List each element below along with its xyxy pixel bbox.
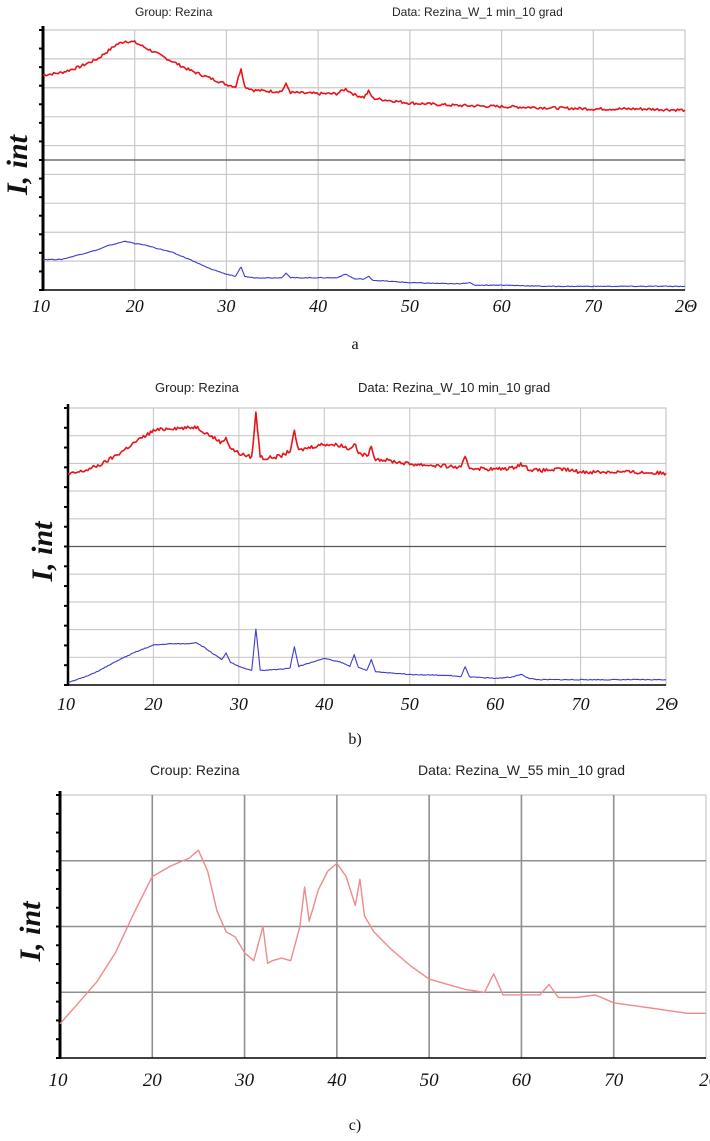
series-line xyxy=(42,240,686,288)
chart-header-data: Data: Rezina_W_55 min_10 grad xyxy=(418,762,625,778)
series-line xyxy=(67,628,667,684)
x-tick-label: 2θ xyxy=(699,1070,710,1091)
series-line xyxy=(42,40,686,112)
series-line xyxy=(59,849,706,1025)
y-axis-label: I, int xyxy=(14,900,47,963)
x-tick-label: 50 xyxy=(420,1070,440,1091)
x-tick-label: 50 xyxy=(401,296,419,316)
x-tick-label: 40 xyxy=(327,1070,347,1091)
chart-header-data: Data: Rezina_W_1 min_10 grad xyxy=(392,5,563,19)
x-tick-label: 70 xyxy=(584,296,602,316)
x-tick-label: 70 xyxy=(604,1070,624,1091)
x-tick-label: 2Θ xyxy=(656,694,678,714)
x-tick-label: 30 xyxy=(229,694,248,714)
x-tick-label: 60 xyxy=(493,296,511,316)
figure-caption: b) xyxy=(348,731,361,748)
y-axis-label: I, int xyxy=(26,520,59,583)
x-tick-label: 70 xyxy=(572,694,590,714)
x-tick-label: 2Θ xyxy=(675,296,697,316)
series-line xyxy=(67,411,667,476)
x-tick-label: 10 xyxy=(49,1070,69,1091)
chart-header-group: Group: Rezina xyxy=(135,5,213,19)
x-tick-label: 10 xyxy=(32,296,50,316)
y-axis-label: I, int xyxy=(1,133,34,196)
x-tick-label: 30 xyxy=(216,296,235,316)
figure-caption: a xyxy=(351,336,358,353)
x-tick-label: 20 xyxy=(143,1070,163,1091)
x-tick-label: 40 xyxy=(315,694,333,714)
x-tick-label: 50 xyxy=(401,694,419,714)
chart-panel: Group: Rezina Data: Rezina_W_1 min_10 gra… xyxy=(1,5,697,353)
chart-panel: Group: Rezina Data: Rezina_W_10 min_10 gr… xyxy=(26,380,678,748)
x-tick-label: 60 xyxy=(486,694,504,714)
chart-header-group: Group: Rezina xyxy=(155,380,240,395)
x-tick-label: 20 xyxy=(126,296,144,316)
chart-panel: Croup: Rezina Data: Rezina_W_55 min_10 gr… xyxy=(14,762,710,1134)
chart-header-group: Croup: Rezina xyxy=(150,762,240,778)
x-tick-label: 40 xyxy=(309,296,327,316)
chart-header-data: Data: Rezina_W_10 min_10 grad xyxy=(358,380,550,395)
x-tick-label: 30 xyxy=(234,1070,255,1091)
figure-caption: c) xyxy=(349,1117,361,1134)
x-tick-label: 10 xyxy=(57,694,75,714)
x-tick-label: 20 xyxy=(144,694,162,714)
x-tick-label: 60 xyxy=(512,1070,532,1091)
